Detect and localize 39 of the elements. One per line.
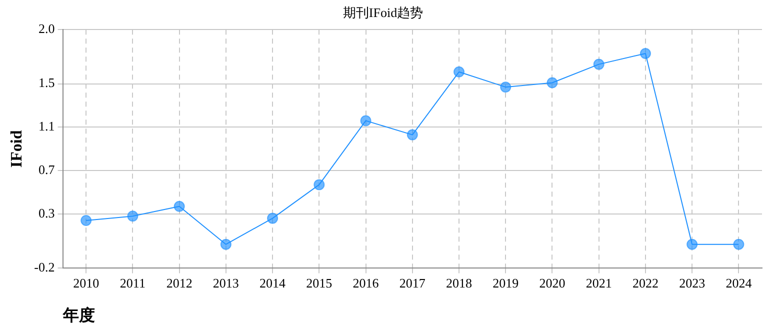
x-tick-label: 2023 — [679, 275, 706, 290]
point — [454, 66, 465, 78]
point — [267, 212, 278, 224]
x-tick-label: 2013 — [212, 275, 239, 290]
point — [546, 77, 558, 88]
x-tick-label: 2010 — [73, 275, 100, 290]
point — [220, 238, 232, 250]
x-tick-label: 2015 — [306, 275, 332, 290]
y-tick-label: 1.5 — [38, 75, 55, 90]
y-tick-label: 0.3 — [38, 205, 55, 220]
x-tick-label: 2020 — [539, 275, 566, 290]
x-tick-label: 2017 — [399, 275, 426, 290]
point — [500, 82, 512, 93]
y-tick-label: -0.2 — [34, 260, 55, 275]
x-tick-label: 2014 — [260, 275, 286, 290]
x-tick-label: 2019 — [492, 275, 519, 290]
point — [127, 210, 138, 222]
point — [686, 238, 698, 250]
point — [80, 214, 92, 226]
point — [593, 58, 604, 70]
point — [733, 238, 744, 250]
x-tick-label: 2012 — [166, 275, 192, 290]
x-tick-label: 2018 — [446, 275, 472, 290]
x-tick-label: 2011 — [120, 275, 146, 290]
y-tick-label: 0.7 — [38, 162, 56, 178]
x-tick-label: 2021 — [586, 275, 612, 290]
chart-title: 期刊IFoid趋势 — [342, 5, 424, 20]
point — [406, 129, 418, 140]
point — [174, 200, 185, 212]
y-axis-title: IFoid — [8, 130, 26, 168]
point — [314, 179, 325, 190]
point — [360, 115, 372, 126]
x-tick-label: 2016 — [352, 275, 380, 290]
x-tick-label: 2024 — [726, 275, 752, 290]
point — [640, 48, 651, 59]
x-tick-label: 2022 — [632, 275, 658, 290]
y-tick-label: 2.0 — [38, 21, 55, 36]
y-tick-label: 1.1 — [38, 118, 55, 134]
x-axis-title: 年度 — [62, 306, 95, 325]
